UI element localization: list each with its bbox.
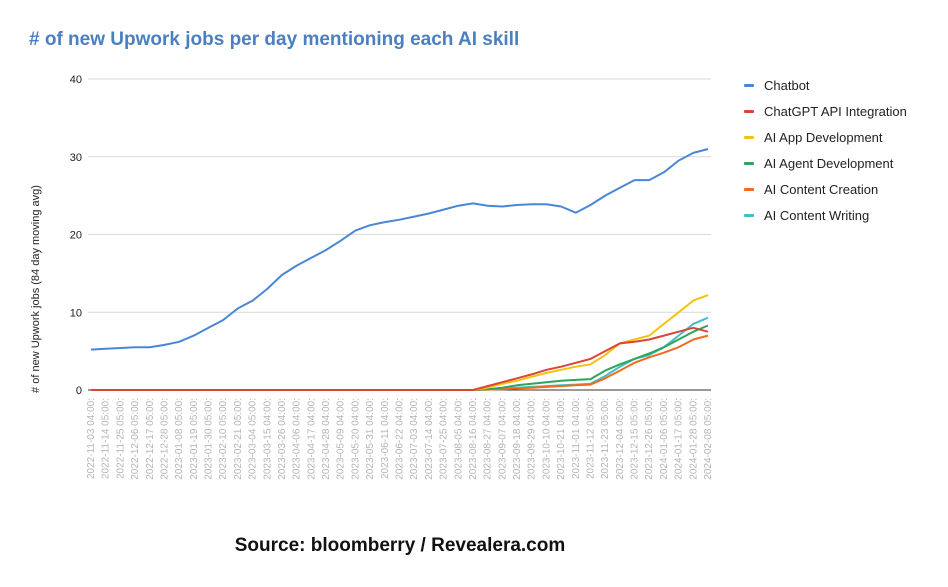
- x-tick-label: 2023-08-05 04:00:: [453, 398, 464, 480]
- legend-label: AI Content Writing: [764, 207, 870, 223]
- x-tick-label: 2023-01-30 05:00:: [204, 398, 215, 480]
- series-lines: [90, 148, 709, 391]
- series-line-chatgpt-api-integration: [91, 326, 709, 391]
- chart-title: # of new Upwork jobs per day mentioning …: [29, 29, 520, 50]
- x-tick-label: 2023-06-22 04:00:: [395, 398, 406, 480]
- x-tick-label: 2023-09-07 04:00:: [497, 398, 508, 480]
- x-tick-label: 2024-01-06 05:00:: [659, 398, 670, 480]
- x-tick-label: 2023-04-17 04:00:: [306, 398, 317, 480]
- legend-item: Chatbot: [744, 72, 907, 98]
- x-tick-label: 2023-05-20 04:00:: [350, 398, 361, 480]
- legend-item: AI Content Writing: [744, 202, 907, 228]
- x-tick-label: 2023-12-26 05:00:: [644, 398, 655, 480]
- x-tick-label: 2023-07-03 04:00:: [409, 398, 420, 480]
- x-tick-label: 2023-11-12 05:00:: [585, 398, 596, 479]
- x-tick-label: 2023-12-15 05:00:: [630, 398, 641, 480]
- y-tick-label: 0: [76, 385, 82, 397]
- y-tick-label: 10: [70, 307, 82, 319]
- series-line-chatbot: [90, 148, 709, 351]
- x-tick-label: 2023-11-01 04:00:: [571, 398, 582, 479]
- x-tick-label: 2023-05-31 04:00:: [365, 398, 376, 480]
- y-tick-labels: 0 10 20 30 40: [70, 74, 82, 397]
- x-tick-label: 2023-02-10 05:00:: [218, 398, 229, 480]
- legend-swatch: [744, 83, 754, 87]
- x-tick-label: 2023-10-10 04:00:: [541, 398, 552, 480]
- legend-swatch: [744, 213, 754, 217]
- y-tick-label: 40: [70, 74, 82, 86]
- legend-swatch: [744, 135, 754, 139]
- x-tick-label: 2023-08-16 04:00:: [468, 398, 479, 480]
- x-tick-label: 2022-12-06 05:00:: [130, 398, 141, 480]
- legend: Chatbot ChatGPT API Integration AI App Dev…: [744, 72, 907, 228]
- x-tick-label: 2023-07-14 04:00:: [424, 398, 435, 480]
- x-tick-label: 2022-11-14 05:00:: [101, 398, 112, 479]
- legend-label: AI Agent Development: [764, 155, 894, 171]
- x-tick-labels: 2022-11-03 04:00: 2022-11-14 05:00: 2022-1…: [86, 398, 714, 480]
- x-tick-label: 2023-09-18 04:00:: [512, 398, 523, 480]
- series-line-ai-agent-development: [91, 324, 709, 391]
- legend-item: AI App Development: [744, 124, 907, 150]
- legend-label: ChatGPT API Integration: [764, 103, 907, 119]
- x-tick-label: 2023-12-04 05:00:: [615, 398, 626, 480]
- x-tick-label: 2023-10-21 04:00:: [556, 398, 567, 480]
- x-tick-label: 2023-11-23 05:00:: [600, 398, 611, 479]
- source-credit: Source: bloomberry / Revealera.com: [234, 535, 566, 556]
- series-line-ai-content-creation: [91, 334, 709, 391]
- x-tick-label: 2023-03-26 04:00:: [277, 398, 288, 480]
- legend-item: AI Content Creation: [744, 176, 907, 202]
- x-tick-label: 2023-09-29 04:00:: [527, 398, 538, 480]
- y-tick-label: 20: [70, 230, 82, 242]
- x-tick-label: 2023-08-27 04:00:: [483, 398, 494, 480]
- series-line-ai-app-development: [91, 294, 709, 391]
- legend-swatch: [744, 161, 754, 165]
- legend-item: ChatGPT API Integration: [744, 98, 907, 124]
- series-line-ai-content-writing: [91, 316, 709, 391]
- x-tick-label: 2023-06-11 04:00:: [380, 398, 391, 479]
- x-tick-label: 2023-07-25 04:00:: [439, 398, 450, 480]
- legend-label: AI Content Creation: [764, 181, 879, 197]
- legend-label: Chatbot: [764, 77, 810, 93]
- x-tick-label: 2022-12-17 05:00:: [145, 398, 156, 480]
- x-tick-label: 2024-01-17 05:00:: [674, 398, 685, 480]
- legend-swatch: [744, 187, 754, 191]
- x-tick-label: 2024-01-28 05:00:: [688, 398, 699, 480]
- x-tick-label: 2022-12-28 05:00:: [159, 398, 170, 480]
- x-tick-label: 2023-04-06 04:00:: [292, 398, 303, 480]
- x-tick-label: 2023-03-04 05:00:: [248, 398, 259, 480]
- x-tick-label: 2023-01-08 05:00:: [174, 398, 185, 480]
- x-tick-label: 2023-01-19 05:00:: [189, 398, 200, 480]
- legend-label: AI App Development: [764, 129, 883, 145]
- x-tick-label: 2024-02-08 05:00:: [703, 398, 714, 480]
- x-tick-label: 2023-04-28 04:00:: [321, 398, 332, 480]
- x-tick-label: 2023-05-09 04:00:: [336, 398, 347, 480]
- legend-swatch: [744, 109, 754, 113]
- x-tick-label: 2023-02-21 05:00:: [233, 398, 244, 480]
- x-tick-label: 2023-03-15 04:00:: [262, 398, 273, 480]
- x-tick-label: 2022-11-25 05:00:: [115, 398, 126, 479]
- y-tick-label: 30: [70, 152, 82, 164]
- x-tick-label: 2022-11-03 04:00:: [86, 398, 97, 479]
- legend-item: AI Agent Development: [744, 150, 907, 176]
- gridlines: [88, 78, 711, 391]
